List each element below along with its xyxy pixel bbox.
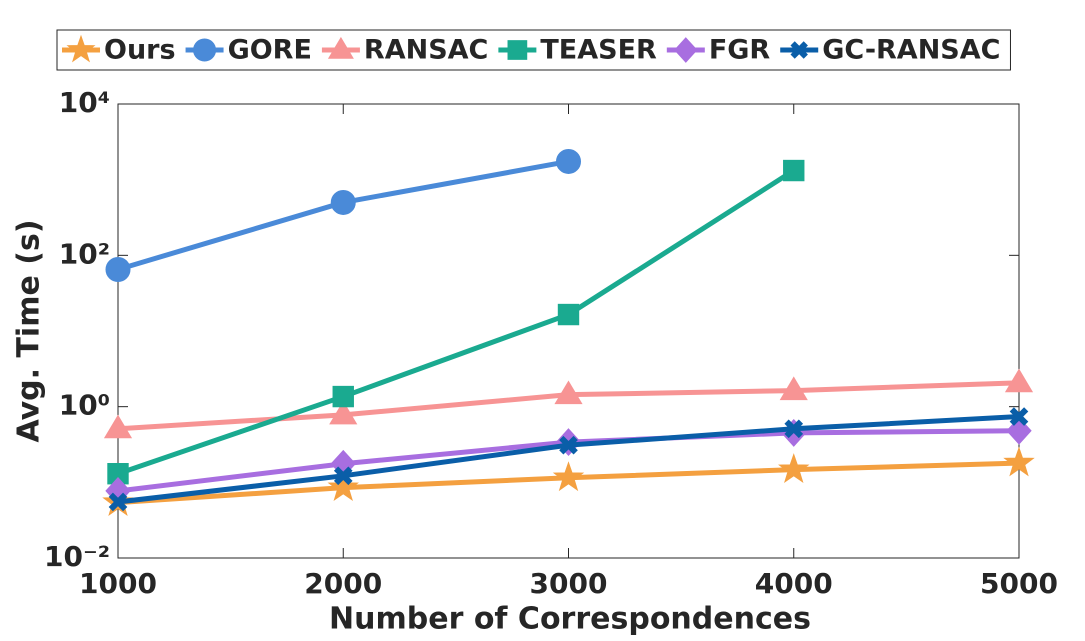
x-tick-label: 3000 — [530, 567, 608, 600]
marker — [556, 148, 581, 174]
marker — [1004, 368, 1034, 393]
marker — [332, 385, 354, 408]
marker — [193, 38, 217, 62]
legend-label: GC-RANSAC — [822, 35, 1000, 66]
legend-label: Ours — [104, 35, 176, 66]
marker — [327, 471, 359, 502]
marker — [105, 256, 131, 282]
marker — [790, 41, 808, 59]
y-tick-label: 10⁻² — [44, 540, 110, 573]
marker — [779, 376, 808, 401]
marker — [559, 435, 578, 455]
marker — [552, 461, 585, 492]
marker — [783, 159, 805, 182]
marker — [1003, 446, 1035, 477]
marker — [103, 414, 133, 439]
legend-label: FGR — [709, 35, 771, 66]
marker — [66, 34, 96, 63]
marker — [333, 466, 353, 486]
x-tick-label: 4000 — [755, 567, 833, 600]
x-tick-label: 2000 — [304, 567, 382, 600]
series-line — [117, 168, 796, 477]
marker — [330, 189, 356, 215]
marker — [778, 453, 810, 484]
y-tick-label: 10⁰ — [59, 389, 110, 422]
marker — [108, 492, 128, 512]
legend-label: GORE — [228, 35, 312, 66]
y-tick-label: 10⁴ — [59, 86, 110, 119]
marker — [327, 36, 354, 59]
series-line — [117, 159, 569, 272]
marker — [507, 40, 528, 60]
marker — [554, 380, 583, 405]
marker — [329, 400, 358, 425]
marker — [1009, 407, 1029, 426]
legend-label: TEASER — [540, 35, 657, 66]
marker — [557, 303, 580, 326]
x-tick-label: 1000 — [79, 567, 157, 600]
legend: Ours GORE RANSAC TEASER FGR GC-RANSAC — [56, 29, 1011, 71]
x-axis-label: Number of Correspondences — [329, 602, 811, 637]
marker — [674, 37, 698, 63]
x-tick-label: 5000 — [980, 567, 1058, 600]
marker — [784, 419, 804, 439]
y-axis-label: Avg. Time (s) — [12, 219, 47, 442]
y-tick-label: 10² — [59, 237, 110, 270]
legend-label: RANSAC — [364, 35, 488, 66]
